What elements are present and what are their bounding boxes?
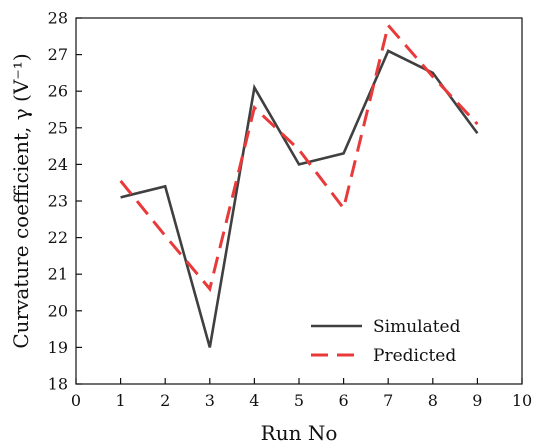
- x-tick-label: 4: [249, 391, 259, 410]
- x-tick-label: 9: [472, 391, 482, 410]
- legend-label-simulated: Simulated: [373, 317, 461, 337]
- x-tick-label: 7: [383, 391, 393, 410]
- y-tick-label: 22: [48, 228, 68, 247]
- series-line-predicted: [119, 22, 479, 293]
- y-tick-label: 18: [48, 375, 68, 394]
- x-tick-label: 6: [339, 391, 349, 410]
- x-tick-label: 3: [205, 391, 215, 410]
- x-tick-label: 0: [71, 391, 81, 410]
- x-tick-label: 2: [160, 391, 170, 410]
- x-axis-title: Run No: [261, 421, 338, 445]
- x-tick-label: 5: [294, 391, 304, 410]
- y-tick-label: 27: [48, 45, 68, 64]
- x-tick-label: 10: [512, 391, 532, 410]
- x-tick-label: 8: [428, 391, 438, 410]
- legend: Simulated Predicted: [311, 317, 461, 366]
- series-line-simulated: [120, 49, 479, 348]
- plot-frame: [75, 17, 523, 385]
- y-axis-title: Curvature coefficient, γ (V⁻¹): [9, 53, 33, 348]
- y-tick-label: 26: [48, 82, 68, 101]
- y-tick-label: 19: [48, 338, 68, 357]
- y-tick-label: 28: [48, 9, 68, 28]
- y-tick-label: 21: [48, 265, 68, 284]
- y-tick-label: 20: [48, 301, 68, 320]
- series-layer: [119, 22, 479, 348]
- y-tick-label: 23: [48, 192, 68, 211]
- x-tick-label: 1: [116, 391, 126, 410]
- y-tick-label: 25: [48, 118, 68, 137]
- legend-label-predicted: Predicted: [373, 346, 456, 366]
- y-tick-label: 24: [48, 155, 68, 174]
